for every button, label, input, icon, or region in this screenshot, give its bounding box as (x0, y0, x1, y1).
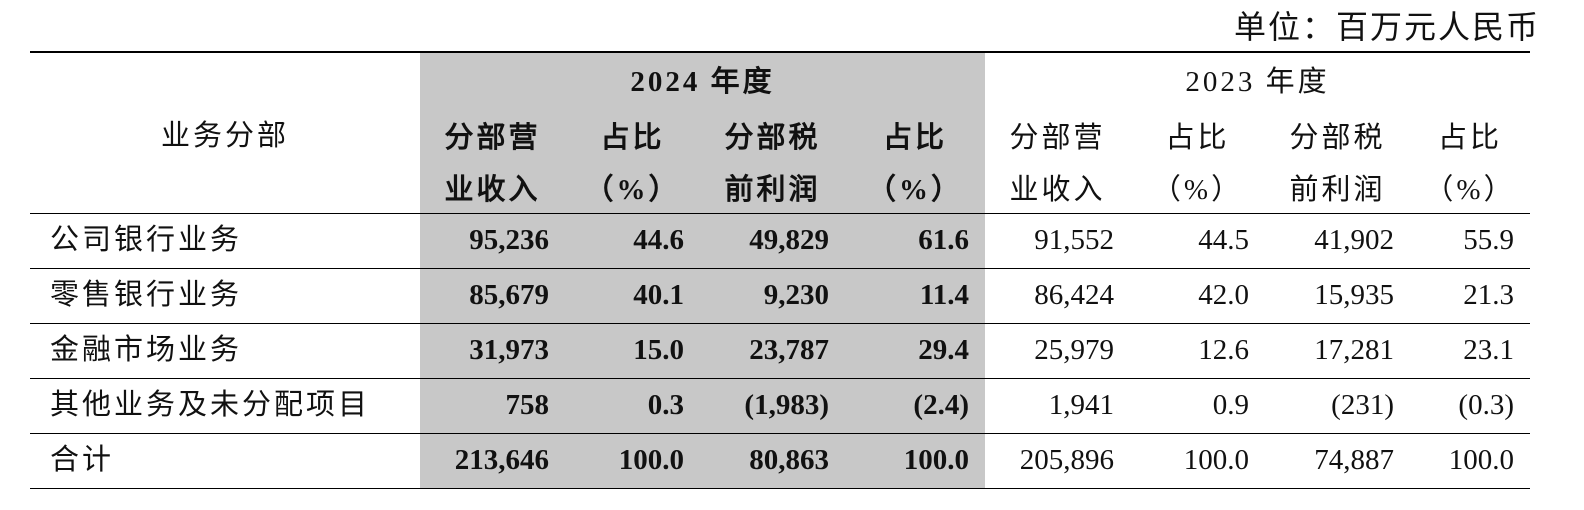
cell-value: 40.1 (633, 279, 684, 311)
cell-value: 0.9 (1212, 389, 1249, 421)
cell-value: 100.0 (618, 444, 684, 476)
year-header: 2024 年度 (630, 66, 775, 98)
column-header: 分部营 (1009, 122, 1106, 154)
cell-value: 0.3 (647, 389, 684, 421)
cell-value: 15.0 (633, 334, 684, 366)
column-header: 分部税 (724, 122, 821, 154)
cell-value: 25,979 (1034, 334, 1114, 366)
row-label: 公司银行业务 (50, 224, 243, 256)
rule (30, 268, 1530, 269)
rule (30, 488, 1530, 489)
rule (30, 323, 1530, 324)
cell-value: 12.6 (1198, 334, 1249, 366)
segment-header: 业务分部 (160, 120, 289, 152)
cell-value: 213,646 (454, 444, 549, 476)
column-header: 占比 (1165, 122, 1230, 154)
cell-value: 41,902 (1314, 224, 1394, 256)
cell-value: 205,896 (1019, 444, 1114, 476)
column-header: 占比 (882, 122, 947, 154)
column-header: （%） (584, 174, 681, 206)
column-header: 占比 (600, 122, 665, 154)
column-header: 前利润 (724, 174, 821, 206)
cell-value: 44.6 (633, 224, 684, 256)
cell-value: 100.0 (1448, 444, 1514, 476)
cell-value: 31,973 (469, 334, 549, 366)
rule (30, 51, 1530, 53)
cell-value: 23.1 (1463, 334, 1514, 366)
rule (30, 378, 1530, 379)
cell-value: 29.4 (918, 334, 969, 366)
row-label: 合计 (50, 444, 115, 476)
cell-value: (0.3) (1458, 389, 1514, 421)
column-header: 分部税 (1289, 122, 1386, 154)
cell-value: 9,230 (763, 279, 829, 311)
column-header: 占比 (1437, 122, 1502, 154)
column-header: 业收入 (1009, 174, 1106, 206)
cell-value: 49,829 (749, 224, 829, 256)
cell-value: 55.9 (1463, 224, 1514, 256)
cell-value: 11.4 (919, 279, 969, 311)
cell-value: (231) (1331, 389, 1394, 421)
cell-value: 85,679 (469, 279, 549, 311)
column-header: （%） (866, 174, 963, 206)
column-header: 业收入 (444, 174, 541, 206)
highlight-band (420, 52, 985, 488)
cell-value: 21.3 (1463, 279, 1514, 311)
column-header: 分部营 (444, 122, 541, 154)
cell-value: 17,281 (1314, 334, 1394, 366)
cell-value: 100.0 (903, 444, 969, 476)
cell-value: 86,424 (1034, 279, 1114, 311)
column-header: （%） (1424, 174, 1516, 206)
cell-value: 100.0 (1183, 444, 1249, 476)
cell-value: 74,887 (1314, 444, 1394, 476)
column-header: 前利润 (1289, 174, 1386, 206)
cell-value: 91,552 (1034, 224, 1114, 256)
cell-value: 80,863 (749, 444, 829, 476)
cell-value: 1,941 (1048, 389, 1114, 421)
rule (30, 433, 1530, 434)
rule (30, 213, 1530, 214)
row-label: 零售银行业务 (50, 279, 243, 311)
cell-value: 42.0 (1198, 279, 1249, 311)
cell-value: 44.5 (1198, 224, 1249, 256)
unit-note: 单位：百万元人民币 (1233, 9, 1540, 45)
cell-value: 758 (505, 389, 550, 421)
column-header: （%） (1151, 174, 1244, 206)
row-label: 金融市场业务 (50, 334, 243, 366)
row-label: 其他业务及未分配项目 (50, 389, 371, 421)
cell-value: 61.6 (918, 224, 969, 256)
cell-value: 95,236 (469, 224, 549, 256)
cell-value: 23,787 (749, 334, 829, 366)
cell-value: 15,935 (1314, 279, 1394, 311)
year-header: 2023 年度 (1185, 66, 1330, 98)
cell-value: (2.4) (913, 389, 969, 421)
cell-value: (1,983) (744, 389, 829, 421)
